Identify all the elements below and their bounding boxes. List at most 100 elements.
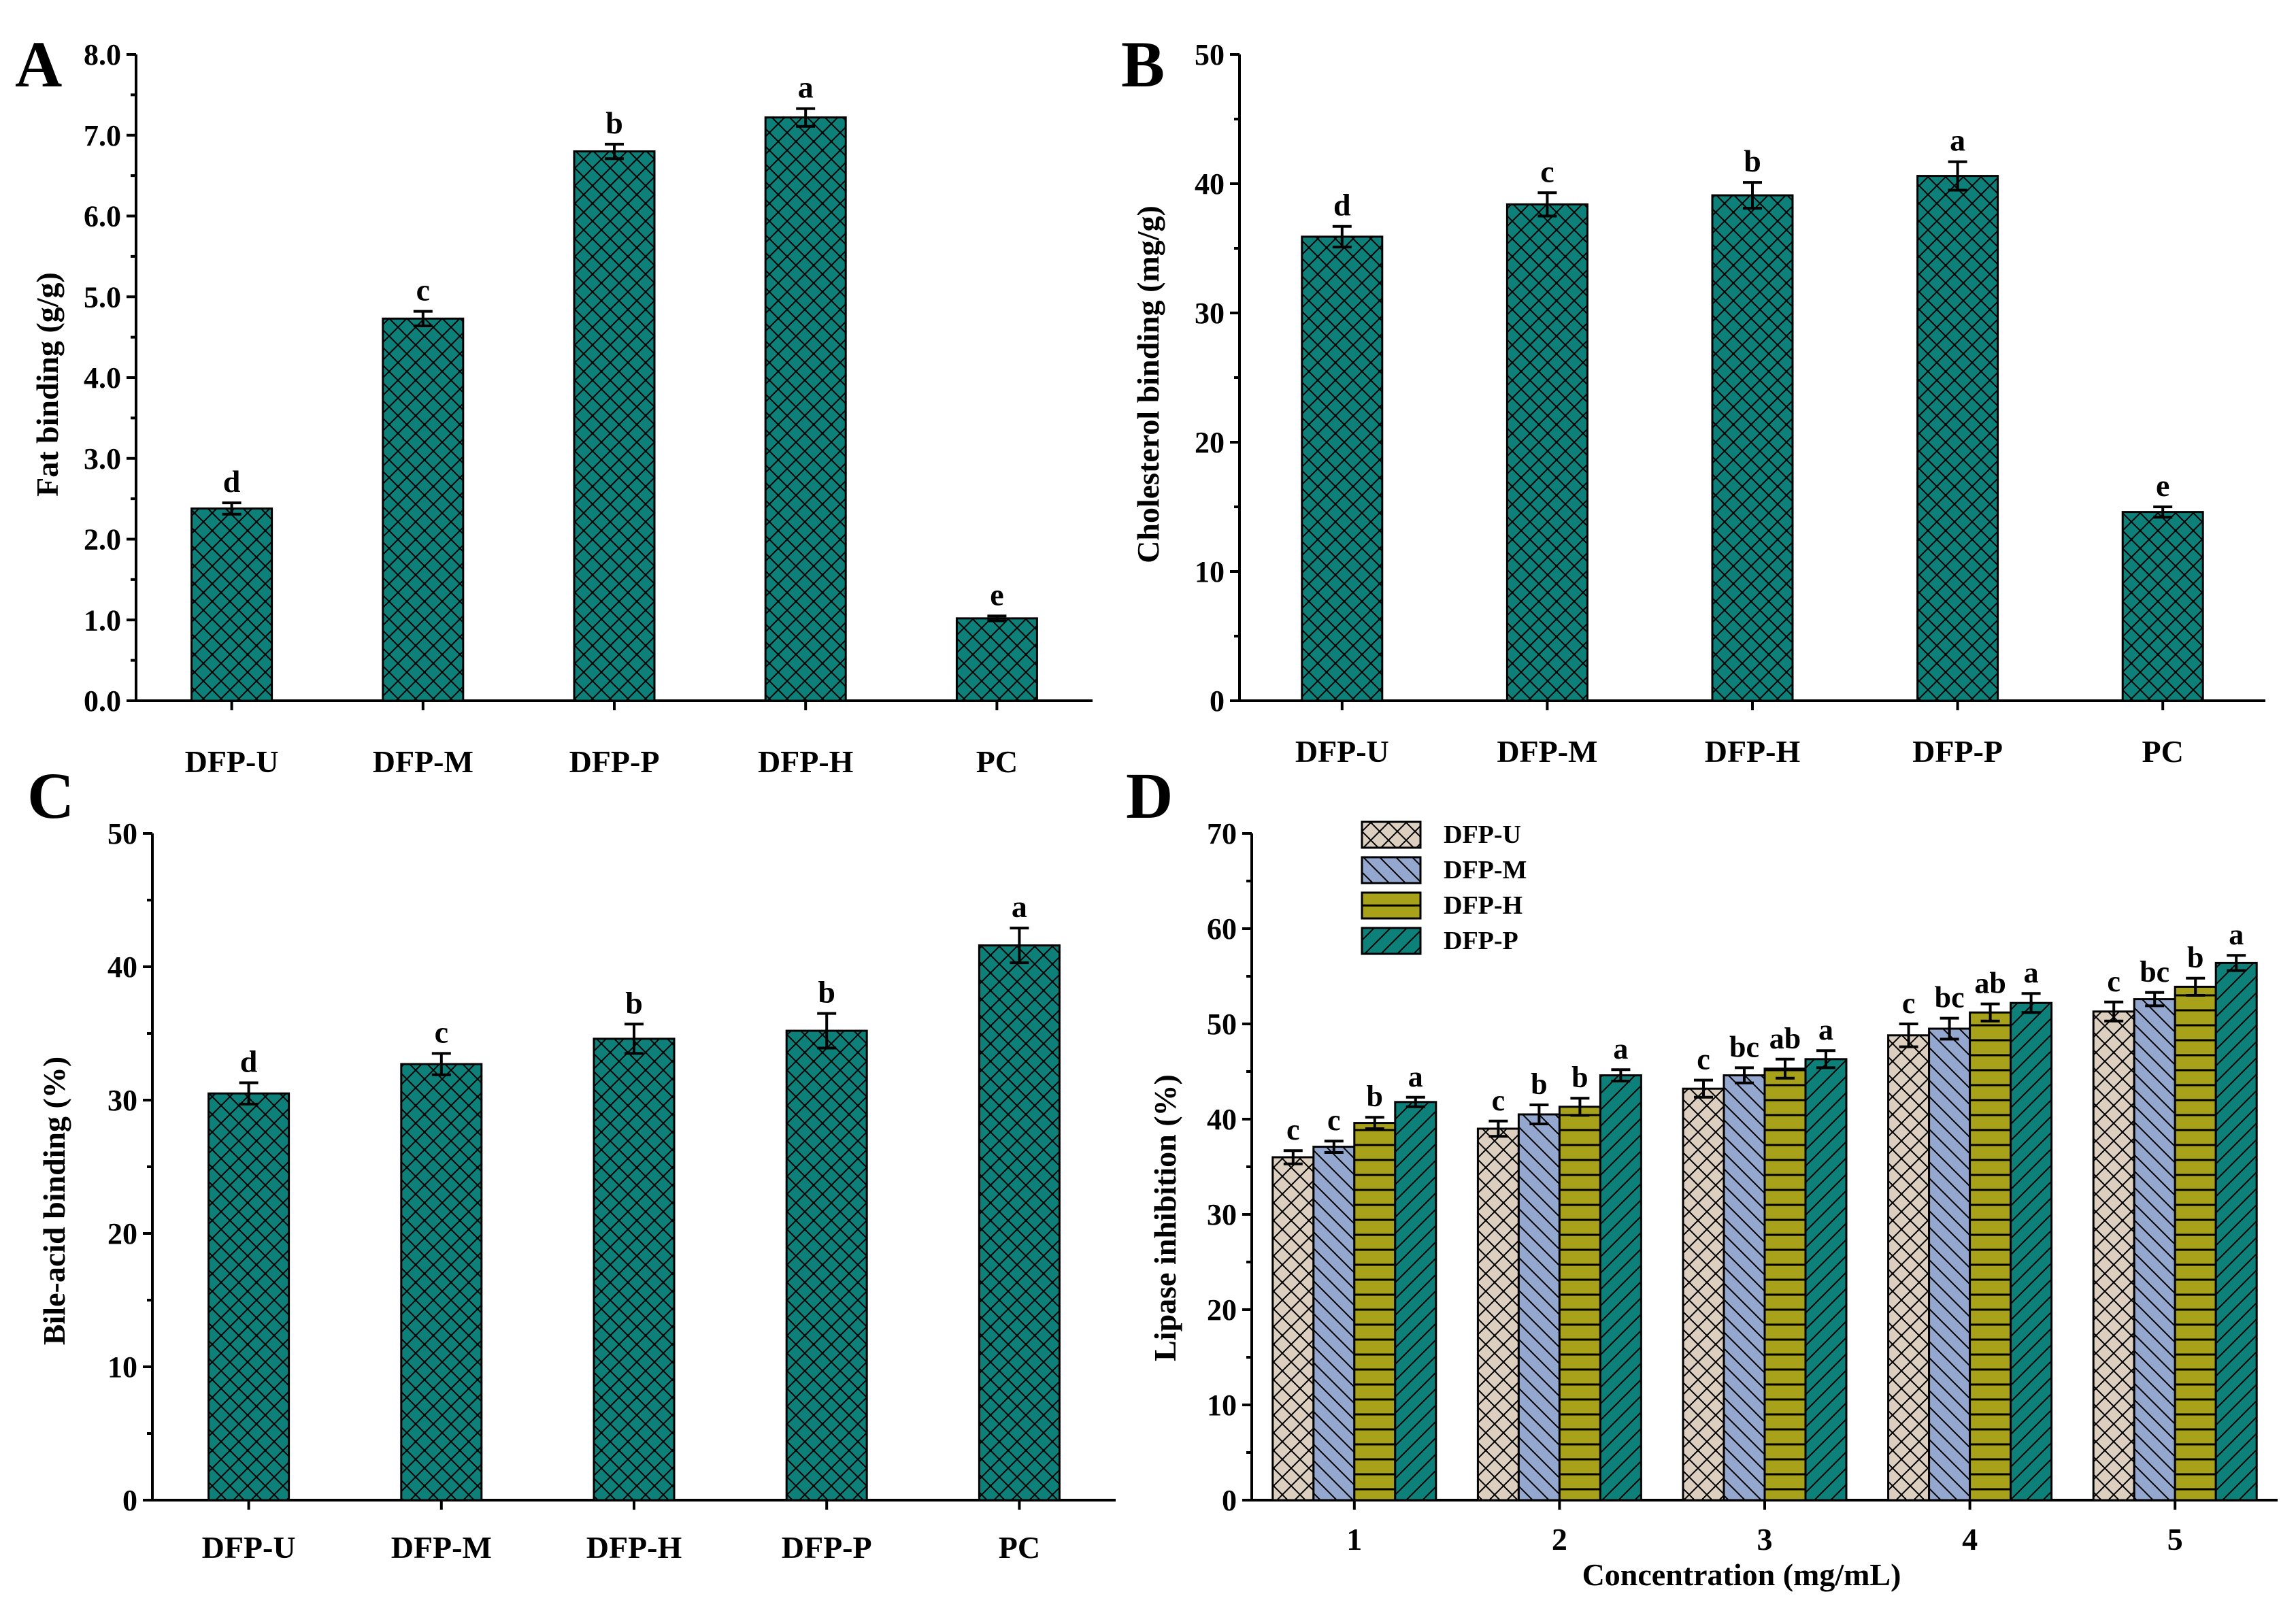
y-tick-label: 2.0 — [84, 523, 121, 557]
error-bar — [239, 1081, 259, 1106]
error-bar — [2145, 991, 2165, 1008]
plot-b: 0 10 20 30 40 50 DFP-U DFP-M DFP-H DFP-P PC d c b a e — [1195, 38, 2265, 769]
x-tick-label: DFP-M — [391, 1530, 492, 1565]
x-tick-label: PC — [976, 744, 1018, 779]
error-bar — [1283, 1149, 1303, 1165]
significance-letter: e — [2156, 468, 2169, 503]
significance-letter: d — [1333, 188, 1351, 222]
panel-b: B Cholesterol binding (mg/g) 0 10 20 30 40 50… — [1121, 28, 2265, 769]
significance-letter: c — [1492, 1084, 1505, 1117]
x-tick-label: DFP-P — [782, 1530, 872, 1565]
y-tick-label: 20 — [1195, 426, 1225, 459]
legend-label: DFP-P — [1444, 927, 1518, 955]
x-axis-label-d: Concentration (mg/mL) — [1582, 1557, 1901, 1592]
x-tick-label: PC — [2142, 734, 2184, 769]
x-tick-label: 4 — [1962, 1522, 1978, 1557]
legend-swatch-hatch — [1361, 927, 1422, 955]
x-tick-label: DFP-U — [1295, 734, 1389, 769]
error-bar — [1405, 1095, 1425, 1108]
bar-hatch — [1763, 1067, 1807, 1502]
bar-hatch — [2174, 985, 2217, 1502]
significance-letter: a — [1613, 1032, 1628, 1065]
bar-hatch — [1928, 1027, 1971, 1502]
panel-d: D Lipase inhibition (%) Concentration (m… — [1126, 759, 2278, 1592]
significance-letter: a — [2229, 918, 2244, 951]
significance-letter: c — [1697, 1043, 1710, 1076]
bar-hatch — [955, 617, 1038, 702]
significance-letter: b — [818, 975, 835, 1010]
error-bar — [2227, 954, 2246, 972]
error-bar — [1776, 1057, 1795, 1080]
significance-letter: a — [798, 70, 814, 105]
error-bar — [605, 142, 624, 161]
y-tick-label: 40 — [107, 950, 137, 984]
bar-hatch — [2092, 1010, 2135, 1502]
error-bar — [1735, 1066, 1754, 1084]
y-tick-label: 50 — [1195, 38, 1225, 71]
significance-letter: a — [2024, 956, 2039, 989]
x-tick-label: DFP-H — [1705, 734, 1801, 769]
panel-label-c: C — [27, 759, 74, 832]
significance-letter: b — [2187, 941, 2203, 974]
panel-label-a: A — [15, 28, 62, 101]
significance-letter: c — [1286, 1113, 1300, 1146]
bar-hatch — [1804, 1058, 1848, 1502]
y-tick-label: 30 — [107, 1084, 137, 1117]
significance-letter: ab — [1974, 967, 2006, 1000]
x-tick-label: DFP-M — [373, 744, 473, 779]
x-tick-label: 2 — [1552, 1522, 1567, 1557]
significance-letter: a — [1818, 1013, 1833, 1046]
error-bar — [1529, 1104, 1549, 1125]
bar-hatch — [785, 1029, 868, 1502]
legend-label: DFP-H — [1444, 891, 1523, 920]
error-bar — [796, 107, 816, 128]
y-tick-label: 8.0 — [84, 38, 121, 71]
error-bar — [1940, 1016, 1959, 1041]
error-bar — [1332, 225, 1352, 249]
bar-hatch — [1723, 1074, 1766, 1502]
bar-hatch — [400, 1063, 483, 1502]
error-bar — [1488, 1119, 1508, 1138]
bar-hatch — [1394, 1101, 1437, 1502]
y-tick-label: 50 — [107, 817, 137, 850]
error-bar — [1324, 1140, 1344, 1154]
x-tick-label: DFP-M — [1497, 734, 1597, 769]
bar-hatch — [1682, 1087, 1725, 1502]
y-tick-label: 0 — [122, 1484, 137, 1517]
bar-hatch — [2214, 961, 2258, 1502]
bar-hatch — [573, 150, 656, 702]
y-tick-label: 7.0 — [84, 119, 121, 152]
y-tick-label: 0.0 — [84, 684, 121, 718]
significance-letter: c — [1902, 986, 1916, 1020]
x-tick-label: DFP-P — [569, 744, 660, 779]
x-tick-label: DFP-U — [202, 1530, 296, 1565]
bar-hatch — [1558, 1106, 1601, 1502]
y-tick-label: 70 — [1207, 817, 1237, 850]
bar-hatch — [2133, 998, 2176, 1502]
x-tick-label: DFP-U — [185, 744, 279, 779]
bar-hatch — [2010, 1001, 2053, 1502]
y-tick-label: 30 — [1195, 297, 1225, 330]
y-tick-label: 40 — [1195, 167, 1225, 201]
bar-hatch — [1517, 1113, 1561, 1502]
panel-a: A Fat binding (g/g) 0.0 1.0 2.0 3.0 4.0 5.0 6.… — [15, 28, 1093, 779]
y-tick-label: 50 — [1207, 1008, 1237, 1041]
error-bar — [222, 501, 242, 516]
error-bar — [431, 1052, 451, 1076]
significance-letter: c — [1540, 154, 1554, 188]
bar-hatch — [978, 944, 1061, 1502]
panel-label-d: D — [1126, 759, 1173, 832]
bar-hatch — [1887, 1034, 1931, 1502]
error-bar — [817, 1012, 837, 1050]
significance-letter: a — [1408, 1060, 1423, 1093]
error-bar — [1816, 1049, 1835, 1069]
y-axis-label-d: Lipase inhibition (%) — [1148, 1074, 1182, 1361]
significance-letter: a — [1950, 123, 1965, 158]
x-tick-label: 1 — [1346, 1522, 1362, 1557]
plot-c: 0 10 20 30 40 50 DFP-U DFP-M DFP-H DFP-P PC d c b b a — [107, 817, 1116, 1565]
x-tick-label: 3 — [1757, 1522, 1773, 1557]
bar-hatch — [207, 1092, 290, 1502]
error-bar — [2186, 976, 2206, 997]
significance-letter: c — [2107, 965, 2120, 998]
legend-swatch-hatch — [1361, 891, 1422, 920]
